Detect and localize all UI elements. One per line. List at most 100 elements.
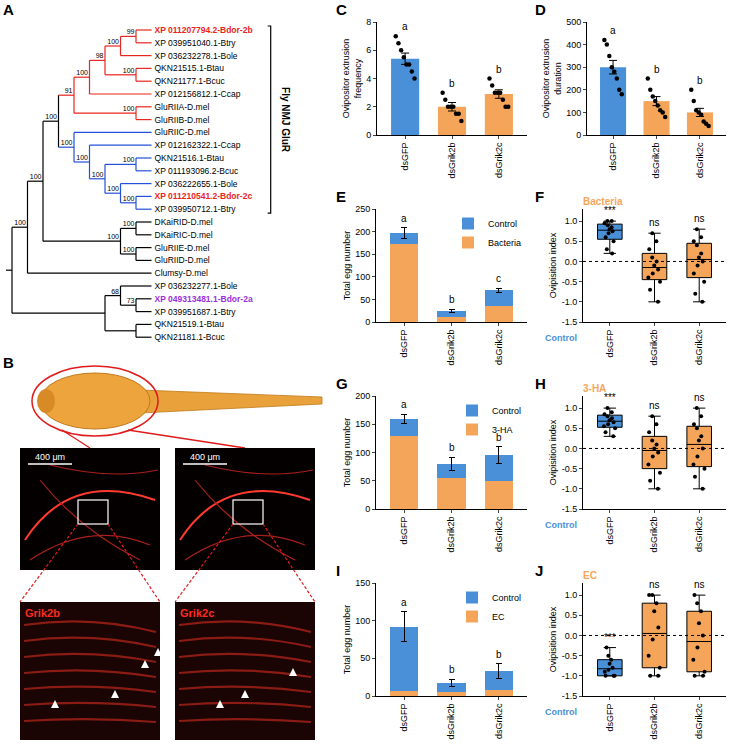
svg-text:Total egg number: Total egg number	[342, 231, 352, 301]
svg-text:dsGFP: dsGFP	[608, 143, 618, 171]
svg-text:GluRIIC-D.mel: GluRIIC-D.mel	[155, 127, 210, 137]
svg-text:Bacteria: Bacteria	[583, 196, 623, 207]
svg-text:Control: Control	[492, 593, 521, 603]
svg-text:EC: EC	[583, 570, 597, 581]
svg-text:100: 100	[123, 246, 135, 253]
svg-text:100: 100	[61, 139, 73, 146]
svg-text:XP 012162322.1-Ccap: XP 012162322.1-Ccap	[155, 140, 241, 150]
svg-text:50: 50	[360, 295, 370, 305]
svg-text:100: 100	[566, 108, 581, 118]
svg-text:Control: Control	[545, 333, 577, 343]
svg-text:XP 036232277.1-Bole: XP 036232277.1-Bole	[155, 281, 238, 291]
svg-text:GluRIIA-D.mel: GluRIIA-D.mel	[155, 102, 210, 112]
svg-text:0.5: 0.5	[565, 236, 578, 246]
svg-text:0.5: 0.5	[565, 423, 578, 433]
svg-text:dsGrik2b: dsGrik2b	[447, 143, 457, 179]
svg-text:dsGrik2c: dsGrik2c	[494, 516, 504, 552]
svg-text:QKN21177.1-Bcuc: QKN21177.1-Bcuc	[155, 76, 226, 86]
svg-text:QKN21515.1-Btau: QKN21515.1-Btau	[155, 63, 225, 73]
svg-text:100: 100	[123, 220, 135, 227]
svg-text:100: 100	[355, 272, 370, 282]
svg-text:a: a	[401, 399, 407, 410]
svg-text:1.0: 1.0	[565, 403, 578, 413]
svg-text:***: ***	[604, 205, 616, 216]
svg-text:b: b	[496, 649, 502, 660]
svg-text:GluRIID-D.mel: GluRIID-D.mel	[155, 255, 210, 265]
svg-text:250: 250	[355, 204, 370, 214]
svg-text:91: 91	[65, 87, 73, 94]
svg-text:68: 68	[111, 288, 119, 295]
svg-text:150: 150	[355, 578, 370, 588]
svg-text:Grik2b: Grik2b	[25, 607, 60, 619]
svg-text:100: 100	[76, 69, 88, 76]
svg-text:-1.5: -1.5	[562, 317, 578, 327]
svg-text:b: b	[449, 442, 455, 453]
svg-text:Ovipositor extrusionfrequency: Ovipositor extrusionfrequency	[341, 39, 363, 119]
svg-text:a: a	[610, 25, 616, 36]
svg-text:Fly NMJ GluR: Fly NMJ GluR	[280, 87, 291, 153]
svg-text:B: B	[3, 354, 14, 371]
svg-text:150: 150	[355, 249, 370, 259]
svg-text:dsGFP: dsGFP	[605, 517, 615, 545]
svg-text:100: 100	[14, 219, 26, 226]
svg-text:100: 100	[123, 195, 135, 202]
svg-text:A: A	[3, 1, 14, 18]
svg-text:0.0: 0.0	[565, 631, 578, 641]
svg-text:XP 011207794.2-Bdor-2b: XP 011207794.2-Bdor-2b	[155, 25, 253, 35]
svg-text:XP 012156812.1-Ccap: XP 012156812.1-Ccap	[155, 89, 241, 99]
svg-text:Control: Control	[488, 219, 517, 229]
svg-text:dsGrik2b: dsGrik2b	[649, 330, 659, 366]
svg-text:dsGFP: dsGFP	[605, 704, 615, 732]
svg-text:b: b	[449, 78, 455, 89]
svg-text:a: a	[401, 597, 407, 608]
svg-text:dsGFP: dsGFP	[605, 330, 615, 358]
svg-text:Ovipisition index: Ovipisition index	[548, 232, 558, 298]
svg-text:XP 036222655.1-Bole: XP 036222655.1-Bole	[155, 179, 238, 189]
svg-text:dsGrik2b: dsGrik2b	[649, 517, 659, 553]
svg-text:98: 98	[96, 52, 104, 59]
svg-text:500: 500	[566, 17, 581, 27]
svg-text:a: a	[401, 213, 407, 224]
svg-text:200: 200	[566, 85, 581, 95]
svg-text:1.0: 1.0	[565, 590, 578, 600]
svg-text:XP 039951687.1-Btry: XP 039951687.1-Btry	[155, 307, 237, 317]
svg-text:dsGFP: dsGFP	[400, 143, 410, 171]
svg-text:-1.0: -1.0	[562, 297, 578, 307]
svg-text:50: 50	[360, 653, 370, 663]
svg-text:150: 150	[355, 419, 370, 429]
svg-text:***: ***	[604, 392, 616, 403]
svg-text:100: 100	[123, 105, 135, 112]
svg-text:EC: EC	[492, 612, 505, 622]
svg-text:QKN21519.1-Btau: QKN21519.1-Btau	[155, 319, 225, 329]
svg-text:ns: ns	[649, 400, 660, 411]
svg-text:dsGrik2b: dsGrik2b	[649, 704, 659, 740]
svg-text:100: 100	[355, 448, 370, 458]
svg-text:-1.5: -1.5	[562, 504, 578, 514]
svg-text:XP 039951040.1-Btry: XP 039951040.1-Btry	[155, 38, 237, 48]
svg-text:dsGrik2b: dsGrik2b	[446, 330, 456, 366]
svg-text:c: c	[496, 273, 501, 284]
svg-text:-0.5: -0.5	[562, 464, 578, 474]
svg-text:XP 049313481.1-Bdor-2a: XP 049313481.1-Bdor-2a	[155, 294, 253, 304]
svg-text:Ovipositor extrusionduration: Ovipositor extrusionduration	[541, 39, 563, 119]
svg-text:0.0: 0.0	[565, 444, 578, 454]
svg-text:b: b	[496, 432, 502, 443]
svg-text:3-HA: 3-HA	[492, 425, 513, 435]
svg-text:b: b	[654, 64, 660, 75]
svg-text:dsGrik2b: dsGrik2b	[446, 704, 456, 740]
svg-text:ns: ns	[649, 217, 660, 228]
svg-text:0: 0	[366, 130, 371, 140]
svg-text:ns: ns	[694, 213, 705, 224]
svg-text:QKN21181.1-Bcuc: QKN21181.1-Bcuc	[155, 332, 226, 342]
svg-text:400 μm: 400 μm	[190, 452, 220, 462]
svg-text:0.5: 0.5	[565, 610, 578, 620]
svg-text:100: 100	[123, 67, 135, 74]
svg-text:dsGrik2c: dsGrik2c	[694, 703, 704, 739]
svg-text:73: 73	[127, 297, 135, 304]
svg-text:400 μm: 400 μm	[35, 452, 65, 462]
svg-text:100: 100	[107, 233, 119, 240]
svg-text:Total egg number: Total egg number	[342, 418, 352, 488]
svg-text:dsGrik2c: dsGrik2c	[494, 142, 504, 178]
svg-text:XP 036232278.1-Bole: XP 036232278.1-Bole	[155, 51, 238, 61]
svg-text:XP 011210541.2-Bdor-2c: XP 011210541.2-Bdor-2c	[155, 191, 253, 201]
